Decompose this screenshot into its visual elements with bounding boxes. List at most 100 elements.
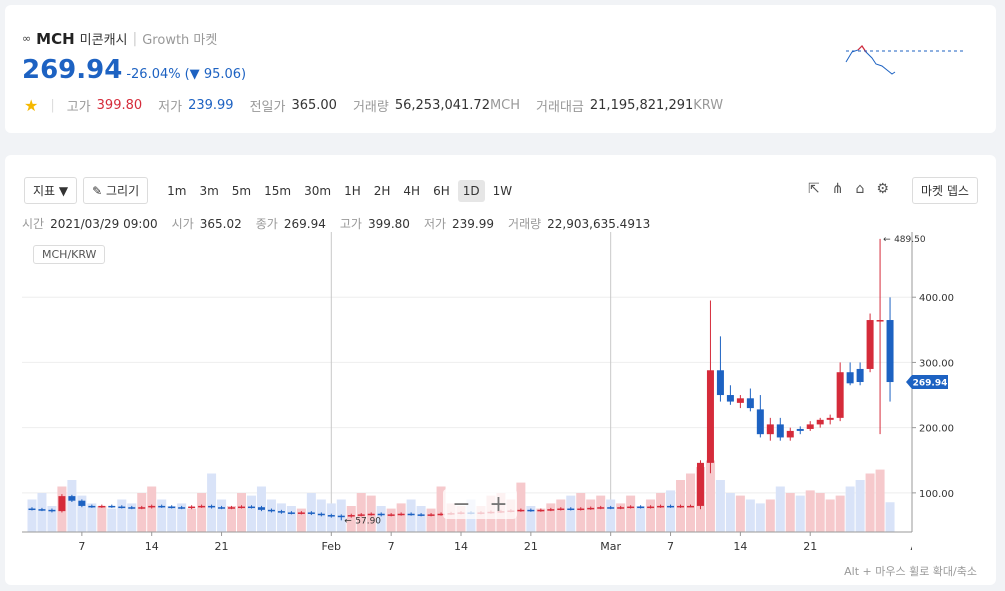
volume-bar <box>326 503 336 532</box>
volume-bar <box>227 506 237 532</box>
y-tick-label: 300.00 <box>919 358 954 369</box>
toolbar: 지표 ▼ ✎ 그리기 1m 3m 5m 15m 30m 1H 2H 4H 6H 1D 1W <box>24 177 517 204</box>
indicator-button[interactable]: 지표 ▼ <box>24 177 78 204</box>
volume-bar <box>416 506 426 532</box>
interval-button[interactable]: 1H <box>344 183 361 198</box>
plot: 7 14 21 Feb 7 14 21 Mar 7 14 21 Apr <box>22 232 912 553</box>
draw-label: 그리기 <box>106 184 140 198</box>
zoom-in[interactable]: + <box>489 491 508 517</box>
stat-value: 239.99 <box>188 98 234 113</box>
volume-bar <box>426 508 436 532</box>
price: 269.94 <box>22 55 123 85</box>
interval-button[interactable]: 30m <box>304 183 332 198</box>
candle-body <box>337 515 345 518</box>
volume-bar <box>815 493 825 532</box>
x-tick-label: 7 <box>388 540 395 553</box>
stats-row: ★ | 고가 399.80 저가 239.99 전일가 365.00 거래량 56,253,0… <box>24 96 723 115</box>
info-label: 거래량 <box>508 217 542 231</box>
info-label: 저가 <box>423 217 447 231</box>
volume-bar <box>626 495 636 532</box>
interval-button[interactable]: 1D <box>457 179 485 202</box>
interval-button[interactable]: 1W <box>492 183 513 198</box>
candle-body <box>547 509 555 511</box>
volume-bar <box>207 473 217 532</box>
share-icon[interactable]: ⇱ <box>808 181 820 197</box>
interval-button[interactable]: 3m <box>199 183 219 198</box>
x-tick-label: 14 <box>733 540 747 553</box>
volume-bar <box>755 503 765 532</box>
volume-bar <box>516 482 526 532</box>
volume-bar <box>775 486 785 532</box>
candle-body <box>148 505 156 508</box>
sparkline-up <box>857 45 867 53</box>
candle-body <box>856 368 864 382</box>
interval-button[interactable]: 1m <box>167 183 187 198</box>
volume-bar <box>217 499 227 532</box>
candle-body <box>188 506 196 509</box>
title-row: ∞ MCH 미콘캐시 | Growth 마켓 <box>22 29 217 49</box>
volume-bar <box>685 473 695 532</box>
info-label: 종가 <box>255 217 278 231</box>
indicator-label: 지표 <box>33 184 56 198</box>
draw-button[interactable]: ✎ 그리기 <box>83 177 149 204</box>
candle-body <box>58 496 66 512</box>
info-label: 고가 <box>339 217 362 231</box>
candle-body <box>367 513 375 516</box>
volume-bar <box>845 486 855 532</box>
candle-body <box>537 509 545 512</box>
annotation-arrow: ← <box>883 235 891 245</box>
stat-label: 거래량 <box>352 100 389 115</box>
interval-button[interactable]: 6H <box>433 183 450 198</box>
volume-bar <box>117 499 127 532</box>
settings-icon[interactable]: ⚙ <box>876 181 889 197</box>
volume-bar <box>266 499 276 532</box>
zoom-out[interactable]: − <box>452 491 471 517</box>
volume-bar <box>107 508 117 532</box>
interval-button[interactable]: 5m <box>231 183 252 198</box>
volume-bar <box>745 499 755 532</box>
candle-body <box>816 419 824 425</box>
candle-body <box>377 513 385 516</box>
volume-bar <box>37 493 47 532</box>
volume-bar <box>376 506 386 532</box>
footer-hint: Alt + 마우스 휠로 확대/축소 <box>844 565 977 578</box>
volume-bar <box>825 499 835 532</box>
volume-bar <box>286 506 296 532</box>
sparkline <box>845 45 896 75</box>
candle-body <box>88 505 96 508</box>
volume-bar <box>187 508 197 532</box>
stat-label: 고가 <box>66 100 91 115</box>
candle-body <box>437 513 445 516</box>
candle-body <box>517 509 525 512</box>
interval-button[interactable]: 15m <box>264 183 292 198</box>
favorite-star[interactable]: ★ <box>24 96 39 115</box>
volume-bar <box>705 460 715 532</box>
interval-group: 1m 3m 5m 15m 30m 1H 2H 4H 6H 1D 1W <box>162 179 517 202</box>
candle-body <box>627 506 635 509</box>
candle-body <box>218 507 226 509</box>
candle-body <box>327 515 335 517</box>
volume-bar <box>785 493 795 532</box>
candle-body <box>68 496 76 501</box>
depth-button[interactable]: 마켓 뎁스 <box>912 177 978 204</box>
interval-button[interactable]: 4H <box>403 183 421 198</box>
volume-bar <box>346 506 356 532</box>
stat-value: 399.80 <box>96 98 143 113</box>
annotation-label: 489.50 <box>894 235 926 245</box>
candle-body <box>48 509 56 512</box>
annotation-arrow: ← <box>344 516 352 526</box>
tag-icon[interactable]: ⌂ <box>855 181 865 197</box>
node-icon[interactable]: ⋔ <box>831 181 844 197</box>
y-tick-label: 100.00 <box>919 489 954 500</box>
info-item: 시가 365.02 <box>172 215 242 232</box>
candle-body <box>706 370 714 463</box>
candle-body <box>567 508 575 511</box>
candle-body <box>307 512 315 514</box>
candle-body <box>108 505 116 508</box>
volume-bar <box>725 493 735 532</box>
volume-bar <box>606 499 616 532</box>
interval-button[interactable]: 2H <box>373 183 391 198</box>
volume-bar <box>476 506 486 532</box>
volume-bar <box>666 490 676 532</box>
